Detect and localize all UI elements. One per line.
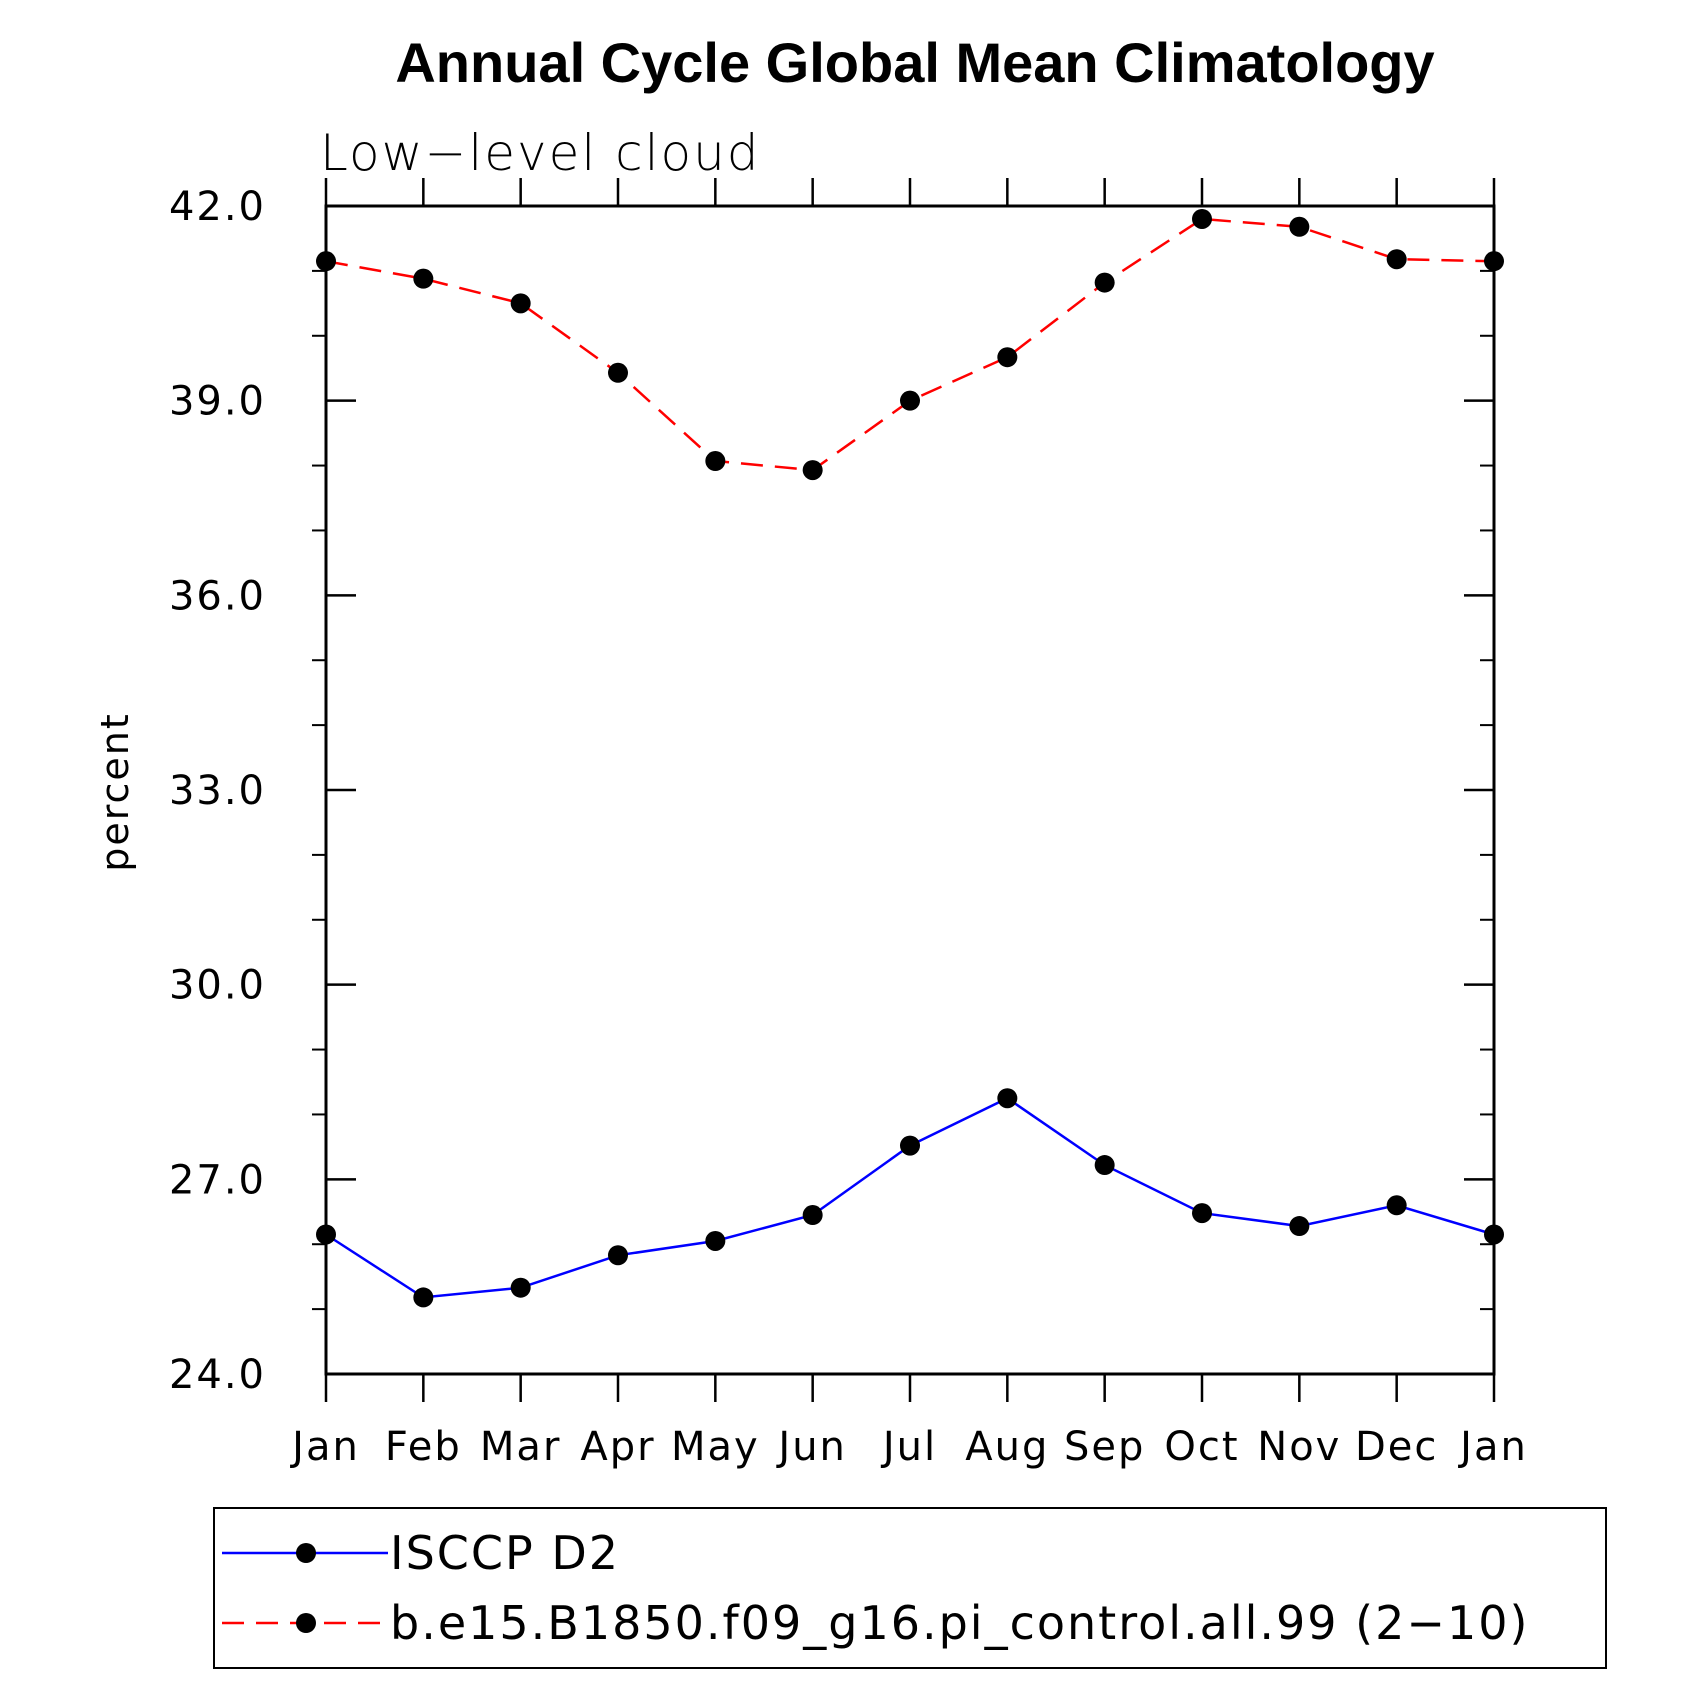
series-1-point-6 [900,390,920,411]
x-tick-label-8: Sep [1064,1424,1145,1470]
x-tick-label-2: Mar [480,1424,561,1470]
chart-title: Annual Cycle Global Mean Climatology [395,31,1434,94]
y-tick-label-2: 30.0 [169,963,266,1009]
series-line-0 [325,1096,1495,1299]
y-tick-label-1: 27.0 [169,1157,266,1203]
legend: ISCCP D2 b.e15.B1850.f09_g16.pi_control.… [213,1507,1607,1669]
series-1-point-5 [802,460,823,481]
series-markers [316,208,1504,1308]
series-0-point-9 [1192,1203,1212,1224]
y-tick-label-0: 24.0 [169,1352,266,1398]
series-1-point-2 [510,293,531,314]
y-tick-label-6: 42.0 [169,184,266,230]
series-0-point-2 [510,1277,531,1298]
series-1-point-7 [997,347,1018,368]
series-0-point-4 [705,1230,726,1251]
series-0-point-8 [1094,1155,1115,1176]
series-1-point-8 [1094,272,1115,293]
x-tick-labels: Jan Feb Mar Apr May Jun Jul Aug Sep Oct Nov Dec Jan [289,1424,1528,1470]
x-tick-label-4: May [671,1424,760,1470]
x-tick-label-1: Feb [385,1424,462,1470]
series-1-point-12 [1484,251,1504,272]
legend-label-0: ISCCP D2 [390,1526,620,1580]
series-0-point-12 [1484,1224,1504,1245]
series-0-point-1 [413,1287,434,1308]
series-1-point-3 [608,362,628,383]
y-tick-labels: 24.0 27.0 30.0 33.0 36.0 39.0 42.0 [169,184,266,1398]
series-1-point-11 [1386,249,1407,270]
series-1-point-1 [413,268,434,289]
legend-label-1: b.e15.B1850.f09_g16.pi_control.all.99 (2… [390,1596,1529,1650]
axis-ticks [312,178,1496,1402]
series-0-point-10 [1289,1216,1310,1237]
legend-swatch-marker-0 [296,1543,316,1563]
x-tick-label-10: Nov [1257,1424,1341,1470]
x-tick-label-11: Dec [1355,1424,1438,1470]
series-1-point-0 [316,251,336,272]
x-tick-label-3: Apr [580,1424,655,1470]
x-tick-label-7: Aug [965,1424,1049,1470]
series-0-point-5 [802,1205,823,1226]
x-tick-label-9: Oct [1164,1424,1239,1470]
series-0-point-11 [1386,1195,1407,1216]
legend-box [213,1507,1607,1669]
series-line-1 [325,217,1495,472]
y-tick-label-5: 39.0 [169,379,266,425]
plot-frame [324,204,1496,1376]
series-0-point-6 [900,1135,920,1156]
chart-subtitle: Low−level cloud [320,124,761,182]
series-0-point-3 [608,1245,628,1266]
series-1-point-4 [705,451,726,472]
x-tick-label-5: Jun [775,1424,847,1470]
legend-swatch-marker-1 [296,1613,316,1633]
series-0-point-7 [997,1088,1018,1109]
y-tick-label-3: 33.0 [169,768,266,814]
y-axis-label: percent [93,712,137,872]
x-tick-label-6: Jul [880,1424,937,1470]
series-1-point-9 [1192,208,1212,229]
x-tick-label-0: Jan [289,1424,360,1470]
series-0-point-0 [316,1224,336,1245]
y-tick-label-4: 36.0 [169,573,266,619]
series-1-point-10 [1289,216,1310,237]
x-tick-label-12: Jan [1457,1424,1528,1470]
